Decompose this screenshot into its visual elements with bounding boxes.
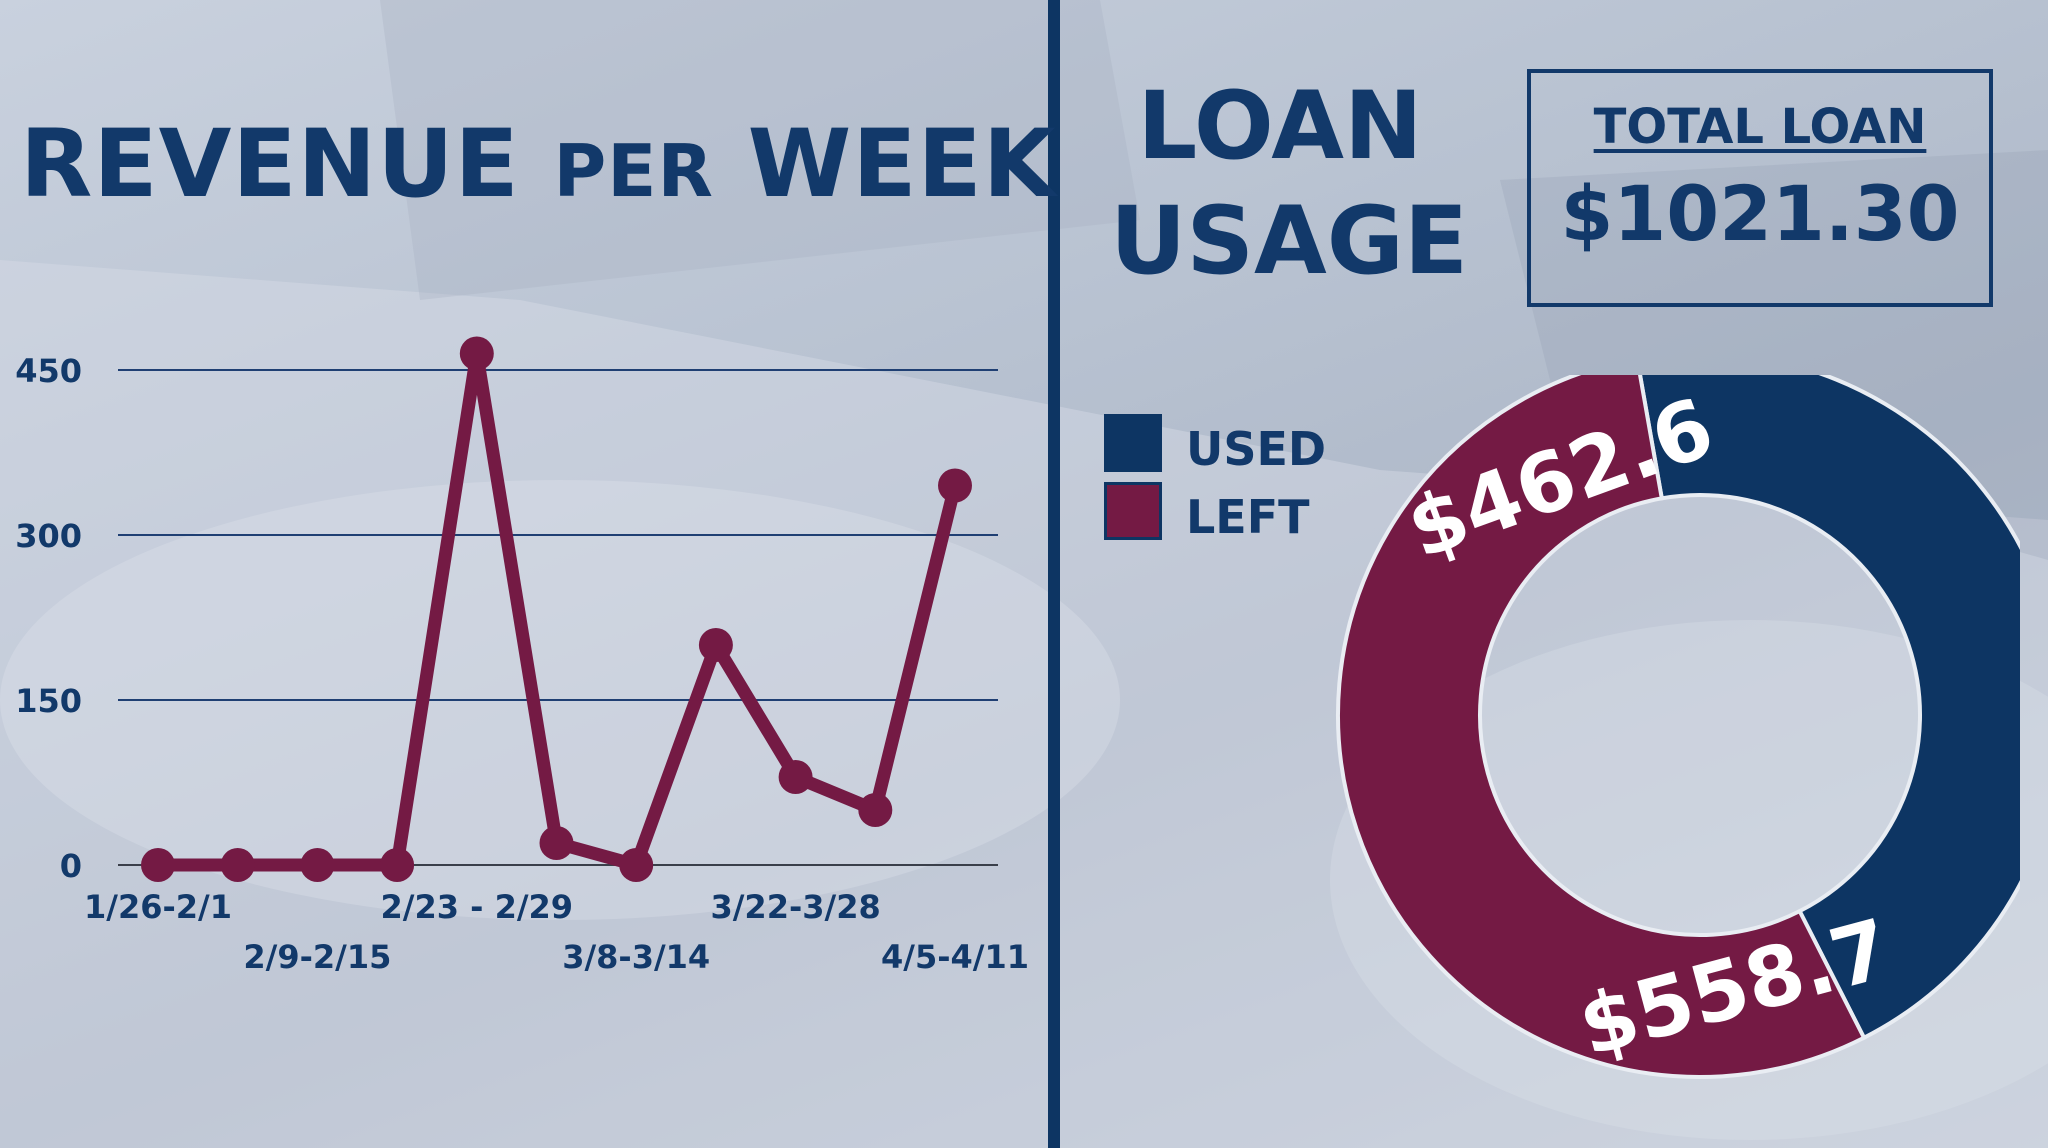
- x-tick-label: 3/22-3/28: [710, 888, 880, 926]
- data-point: [539, 826, 574, 860]
- total-loan-value: $1021.30: [1560, 169, 1960, 258]
- panel-divider: [1048, 0, 1060, 1148]
- data-point: [858, 793, 893, 827]
- data-point: [459, 336, 494, 371]
- title-per: PER: [553, 129, 714, 213]
- x-tick-label: 2/23 - 2/29: [381, 888, 574, 926]
- data-point: [220, 848, 255, 882]
- data-point: [619, 848, 654, 882]
- revenue-line-chart: 0 150 300 450 1/26-2/1 2/9-2/15 2/23 - 2/29 3/8…: [15, 336, 1029, 976]
- title-week: WEEK: [713, 110, 1057, 219]
- x-tick-label: 3/8-3/14: [562, 938, 710, 976]
- legend-label-left: LEFT: [1186, 490, 1310, 544]
- total-loan-box: TOTAL LOAN $1021.30: [1527, 69, 1993, 307]
- y-tick-label: 150: [15, 682, 82, 720]
- x-tick-label: 2/9-2/15: [243, 938, 391, 976]
- y-tick-label: 450: [15, 352, 82, 390]
- total-loan-label: TOTAL LOAN: [1593, 99, 1927, 155]
- loan-usage-donut-chart: $462.6$558.7: [1336, 375, 2020, 1079]
- loan-title-line2: USAGE: [1110, 186, 1469, 296]
- title-revenue: REVENUE: [20, 110, 554, 219]
- loan-usage-title: LOAN USAGE: [1110, 70, 1469, 299]
- y-tick-label: 300: [15, 517, 82, 555]
- revenue-chart-title: REVENUE PER WEEK: [20, 118, 1057, 212]
- legend-swatch-left: [1104, 482, 1162, 540]
- series-line: [158, 352, 962, 873]
- donut-slice-used: [1638, 375, 2020, 1041]
- legend-swatch-used: [1104, 414, 1162, 472]
- data-point: [300, 848, 335, 882]
- x-tick-label: 1/26-2/1: [84, 888, 232, 926]
- legend-label-used: USED: [1186, 422, 1327, 476]
- loan-title-line1: LOAN: [1137, 72, 1423, 181]
- data-point: [778, 760, 813, 794]
- data-point: [141, 848, 175, 882]
- data-point: [938, 468, 972, 503]
- data-point: [380, 848, 415, 882]
- data-point: [698, 628, 733, 662]
- x-tick-label: 4/5-4/11: [881, 938, 1029, 976]
- y-tick-label: 0: [60, 847, 82, 885]
- donut-slice-left: [1336, 375, 1867, 1079]
